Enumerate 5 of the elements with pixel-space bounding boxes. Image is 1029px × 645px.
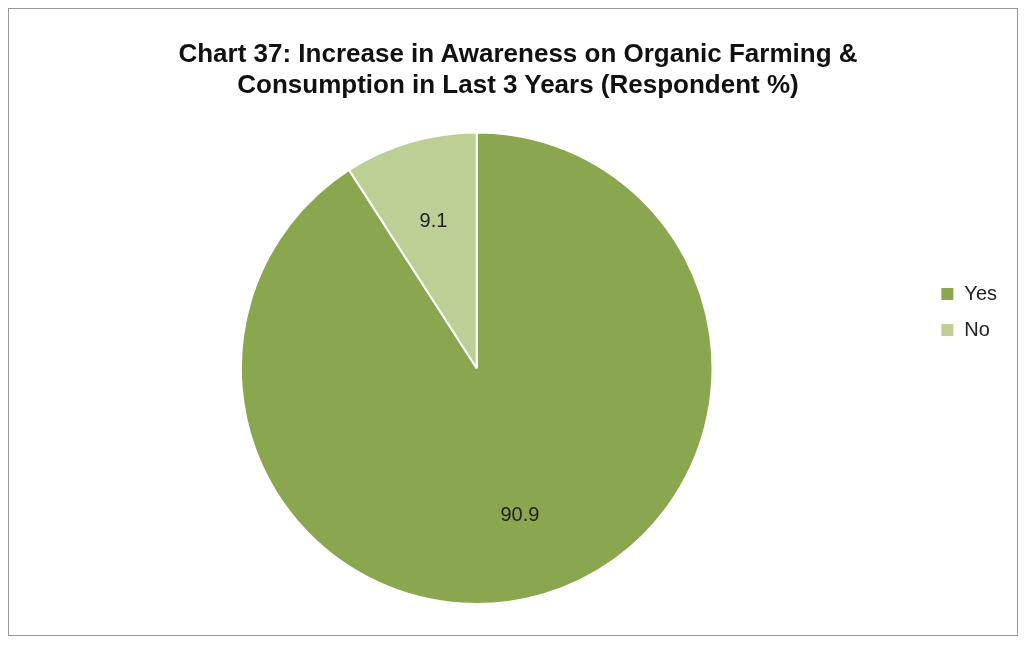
legend-label: No (964, 317, 990, 340)
chart-title: Chart 37: Increase in Awareness on Organic Farming & Consumption in Last 3 Years (Respondent %) (178, 37, 858, 99)
legend-label: Yes (964, 281, 998, 304)
data-label: 9.1 (419, 208, 448, 231)
data-label: 90.9 (500, 502, 540, 525)
